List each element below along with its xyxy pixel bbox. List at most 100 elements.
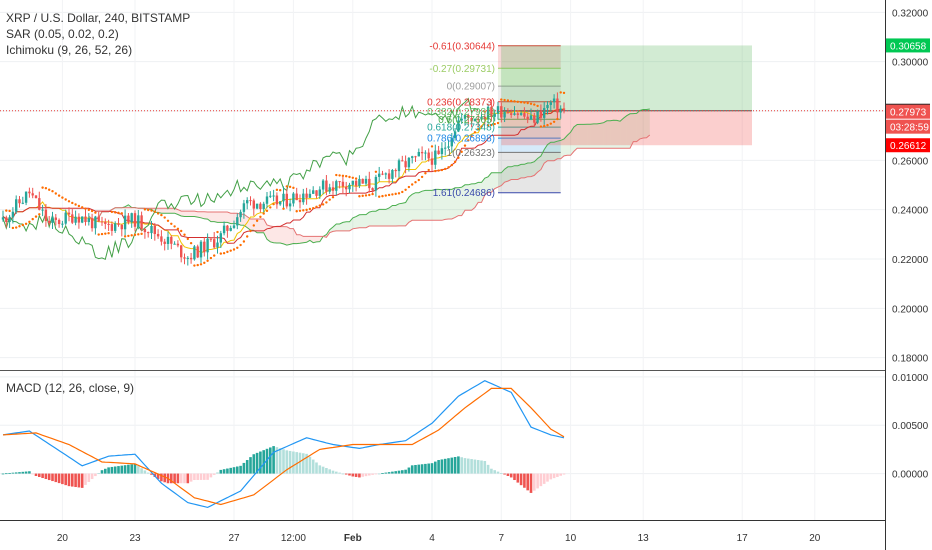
macd-histogram-bar [110,466,114,474]
sar-indicator-label[interactable]: SAR (0.05, 0.02, 0.2) [6,27,119,41]
sar-dot [546,123,549,127]
sar-dot [183,233,186,236]
candle-body [368,178,371,189]
sar-dot [348,175,351,179]
candle-body [48,220,51,223]
macd-histogram-bar [533,473,536,491]
sar-dot [87,208,91,212]
cloud-segment [524,163,528,178]
candle-body [123,215,127,230]
macd-histogram-bar [94,473,97,477]
sar-dot [229,249,232,252]
macd-histogram-bar [130,464,133,474]
cloud-segment [214,212,218,223]
sar-dot [120,212,124,215]
long-position-tool[interactable] [501,45,752,146]
macd-histogram-bar [84,473,87,485]
macd-histogram-bar [67,473,71,487]
macd-histogram-bar [354,473,358,477]
macd-histogram-bar [226,468,229,474]
candle-body [232,225,236,228]
macd-histogram-bar [100,470,104,474]
candle-body [328,187,331,192]
time-axis[interactable]: 20 23 27 12:00 Feb 4 7 10 13 17 20 [0,520,885,545]
macd-histogram-bar [387,472,391,474]
sar-dot [529,102,533,106]
macd-histogram-bar [219,469,223,474]
fib-band [498,111,561,120]
macd-histogram-bar [506,473,510,476]
price-tick-label: 0.22000 [892,255,929,266]
sar-dot [239,243,242,247]
cloud-segment [507,166,512,182]
cloud-segment [415,192,419,221]
cloud-segment [613,120,617,149]
candle-body [38,198,41,210]
macd-histogram-bar [298,452,302,474]
macd-histogram-bar [519,473,523,486]
cloud-segment [184,211,188,217]
macd-histogram-bar [160,473,163,482]
macd-histogram-bar [467,458,470,474]
candle-body [1,217,5,220]
sar-dot [196,263,199,267]
macd-histogram-bar [470,459,473,474]
candle-body [549,102,552,105]
macd-histogram-bar [173,473,176,484]
candle-body [302,193,305,203]
candle-body [216,242,219,248]
sar-dot [483,110,486,113]
candle-body [552,98,556,103]
macd-histogram-bar [80,473,84,488]
macd-pane[interactable] [1,380,566,509]
macd-histogram-bar [123,465,127,474]
cloud-segment [303,236,307,243]
macd-histogram-bar [404,469,407,474]
candle-body [483,116,486,120]
sar-dot [275,188,279,192]
candle-body [354,180,358,186]
sar-dot [41,186,44,189]
ichimoku-indicator-label[interactable]: Ichimoku (9, 26, 52, 26) [6,43,132,57]
price-axis[interactable]: 0.320000.300000.280000.260000.240000.220… [885,0,929,550]
macd-histogram-bar [335,471,338,474]
fib-band [498,86,561,102]
candle-body [11,211,15,218]
candle-body [81,216,84,223]
cloud-segment [620,118,624,149]
cloud-segment [557,140,561,159]
candle-body [259,203,262,210]
macd-histogram-bar [549,473,553,480]
macd-histogram-bar [193,473,196,481]
cloud-segment [580,124,584,149]
cloud-segment [204,211,208,220]
macd-histogram-bar [156,473,160,480]
fib-band [498,45,561,69]
candle-body [170,236,173,244]
sar-dot [100,232,104,236]
price-pane[interactable]: -0.61(0.30644) -0.27(0.29731) 0(0.29007) 0.… [0,41,885,267]
candle-body [493,113,496,117]
candle-body [150,225,153,234]
sar-dot [420,175,424,179]
sar-dot [556,117,559,121]
candle-body [473,118,477,122]
cloud-segment [356,214,360,229]
time-tick-label: 23 [129,533,141,544]
candle-body [183,257,186,259]
senkou-span-a [88,108,650,246]
sar-dot [216,230,219,234]
macd-signal-line [2,387,565,506]
candle-body [84,216,87,223]
macd-histogram-bar [384,472,388,474]
sar-dot [107,232,110,235]
macd-histogram-bar [199,473,203,480]
macd-histogram-bar [424,463,427,474]
macd-indicator-label[interactable]: MACD (12, 26, close, 9) [6,381,134,395]
sar-dot [252,224,255,227]
sar-dot [394,192,397,196]
time-tick-label: 20 [809,533,821,544]
sar-dot [315,205,318,209]
macd-histogram-bar [24,471,28,474]
